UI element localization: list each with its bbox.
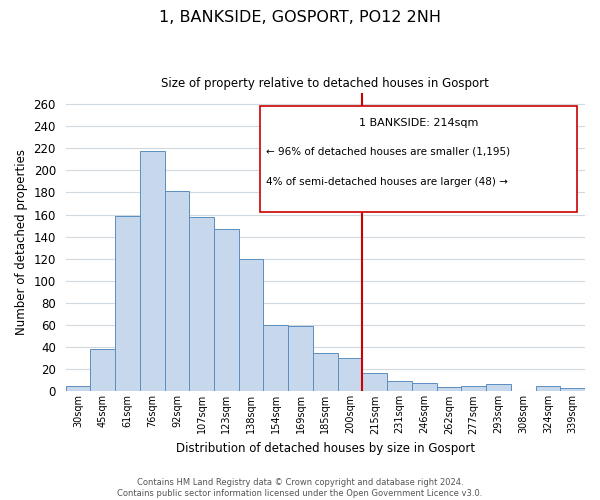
Bar (164, 192, 190, 392)
Bar (387, 382, 412, 392)
Bar (115, 216, 140, 392)
Bar (437, 387, 461, 392)
Bar (313, 352, 338, 392)
Bar (338, 358, 362, 392)
Bar (486, 384, 511, 392)
Bar (239, 259, 263, 392)
Bar (91, 350, 115, 392)
Bar (140, 150, 164, 392)
Bar (362, 372, 387, 392)
FancyBboxPatch shape (260, 106, 577, 212)
Bar (263, 325, 288, 392)
Y-axis label: Number of detached properties: Number of detached properties (15, 149, 28, 335)
Bar (214, 229, 239, 392)
Bar (412, 382, 437, 392)
Bar (190, 217, 214, 392)
Bar (536, 386, 560, 392)
Text: 1, BANKSIDE, GOSPORT, PO12 2NH: 1, BANKSIDE, GOSPORT, PO12 2NH (159, 10, 441, 25)
Text: ← 96% of detached houses are smaller (1,195): ← 96% of detached houses are smaller (1,… (266, 147, 510, 157)
Bar (65, 386, 91, 392)
X-axis label: Distribution of detached houses by size in Gosport: Distribution of detached houses by size … (176, 442, 475, 455)
Text: 4% of semi-detached houses are larger (48) →: 4% of semi-detached houses are larger (4… (266, 176, 508, 186)
Bar (288, 326, 313, 392)
Title: Size of property relative to detached houses in Gosport: Size of property relative to detached ho… (161, 78, 489, 90)
Bar (461, 386, 486, 392)
Text: 1 BANKSIDE: 214sqm: 1 BANKSIDE: 214sqm (359, 118, 478, 128)
Text: Contains HM Land Registry data © Crown copyright and database right 2024.
Contai: Contains HM Land Registry data © Crown c… (118, 478, 482, 498)
Bar (560, 388, 585, 392)
